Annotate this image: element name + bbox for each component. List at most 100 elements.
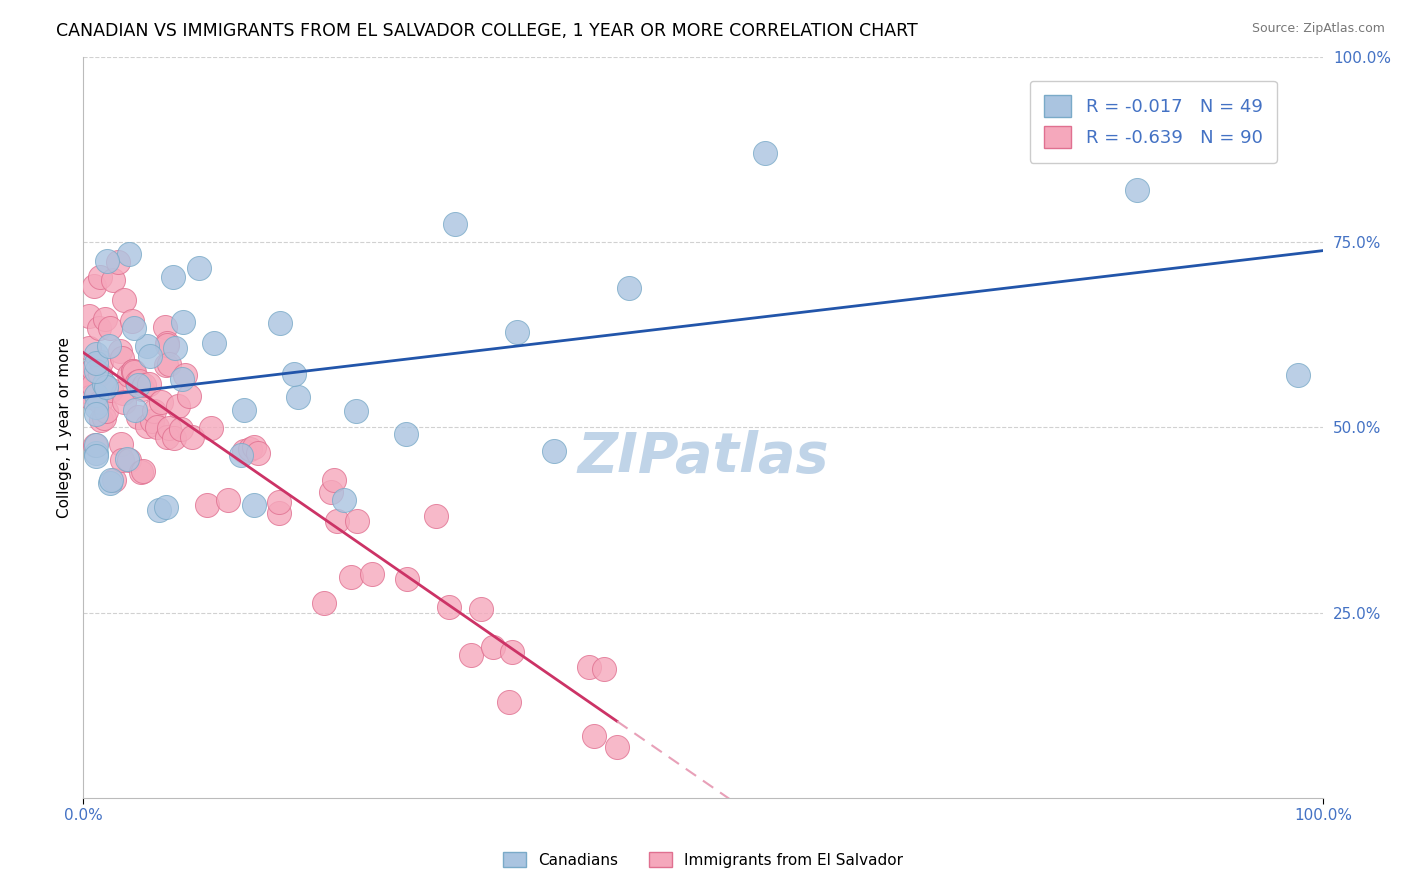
- Point: [128, 375, 150, 389]
- Point: [583, 730, 606, 744]
- Point: [162, 270, 184, 285]
- Point: [470, 602, 492, 616]
- Point: [141, 414, 163, 428]
- Point: [243, 440, 266, 454]
- Point: [122, 364, 145, 378]
- Point: [100, 383, 122, 397]
- Point: [84, 347, 107, 361]
- Point: [319, 484, 342, 499]
- Point: [118, 368, 141, 383]
- Point: [1288, 368, 1310, 383]
- Point: [172, 315, 194, 329]
- Point: [122, 365, 145, 379]
- Point: [84, 356, 107, 370]
- Point: [138, 376, 160, 391]
- Point: [482, 640, 505, 654]
- Point: [239, 442, 262, 456]
- Point: [179, 389, 201, 403]
- Point: [156, 338, 179, 352]
- Point: [103, 473, 125, 487]
- Point: [187, 260, 209, 275]
- Point: [155, 320, 177, 334]
- Point: [269, 495, 291, 509]
- Point: [84, 438, 107, 452]
- Point: [333, 493, 356, 508]
- Point: [131, 382, 153, 396]
- Point: [115, 451, 138, 466]
- Point: [84, 438, 107, 452]
- Point: [90, 412, 112, 426]
- Point: [93, 312, 115, 326]
- Point: [100, 473, 122, 487]
- Point: [108, 343, 131, 358]
- Point: [155, 335, 177, 350]
- Point: [155, 358, 177, 372]
- Point: [395, 572, 418, 586]
- Legend: R = -0.017   N = 49, R = -0.639   N = 90: R = -0.017 N = 49, R = -0.639 N = 90: [1029, 80, 1277, 162]
- Point: [90, 355, 112, 369]
- Point: [543, 444, 565, 458]
- Point: [89, 270, 111, 285]
- Point: [96, 254, 118, 268]
- Point: [121, 364, 143, 378]
- Point: [135, 418, 157, 433]
- Point: [1126, 183, 1149, 197]
- Point: [346, 514, 368, 528]
- Point: [89, 395, 111, 409]
- Point: [326, 514, 349, 528]
- Point: [79, 384, 101, 399]
- Point: [165, 341, 187, 355]
- Point: [149, 395, 172, 409]
- Point: [444, 217, 467, 231]
- Point: [146, 420, 169, 434]
- Point: [323, 473, 346, 487]
- Point: [124, 402, 146, 417]
- Point: [94, 404, 117, 418]
- Point: [121, 314, 143, 328]
- Point: [135, 339, 157, 353]
- Point: [498, 695, 520, 709]
- Point: [93, 411, 115, 425]
- Point: [148, 503, 170, 517]
- Point: [117, 246, 139, 260]
- Point: [243, 498, 266, 512]
- Point: [82, 378, 104, 392]
- Point: [84, 388, 107, 402]
- Point: [155, 500, 177, 514]
- Point: [122, 321, 145, 335]
- Point: [94, 380, 117, 394]
- Point: [112, 385, 135, 400]
- Point: [200, 421, 222, 435]
- Point: [83, 278, 105, 293]
- Point: [127, 375, 149, 389]
- Point: [437, 600, 460, 615]
- Point: [312, 596, 335, 610]
- Point: [79, 309, 101, 323]
- Point: [606, 739, 628, 754]
- Point: [460, 648, 482, 662]
- Point: [101, 273, 124, 287]
- Y-axis label: College, 1 year or more: College, 1 year or more: [58, 337, 72, 518]
- Point: [181, 430, 204, 444]
- Point: [170, 422, 193, 436]
- Point: [202, 335, 225, 350]
- Text: CANADIAN VS IMMIGRANTS FROM EL SALVADOR COLLEGE, 1 YEAR OR MORE CORRELATION CHAR: CANADIAN VS IMMIGRANTS FROM EL SALVADOR …: [56, 22, 918, 40]
- Point: [283, 368, 305, 382]
- Point: [84, 445, 107, 459]
- Point: [127, 377, 149, 392]
- Point: [195, 498, 218, 512]
- Point: [501, 645, 523, 659]
- Point: [118, 453, 141, 467]
- Point: [112, 394, 135, 409]
- Point: [578, 659, 600, 673]
- Point: [110, 436, 132, 450]
- Point: [593, 662, 616, 676]
- Point: [425, 508, 447, 523]
- Point: [170, 372, 193, 386]
- Point: [93, 376, 115, 391]
- Point: [79, 390, 101, 404]
- Point: [79, 375, 101, 389]
- Point: [98, 476, 121, 491]
- Point: [344, 404, 367, 418]
- Point: [361, 567, 384, 582]
